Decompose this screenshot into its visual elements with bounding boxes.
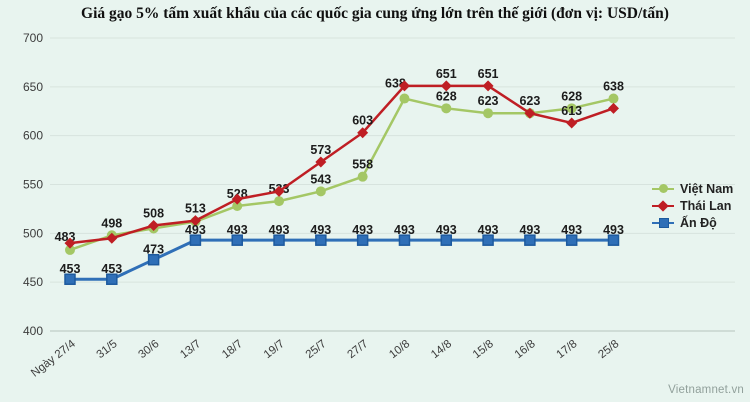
svg-text:623: 623 [519,94,540,108]
svg-text:400: 400 [23,324,43,338]
svg-text:16/8: 16/8 [513,338,538,361]
svg-text:493: 493 [603,223,624,237]
svg-text:25/7: 25/7 [304,338,329,361]
green-circle-marker-icon [652,183,674,194]
red-diamond-marker-icon [652,199,674,212]
svg-text:650: 650 [23,80,43,94]
svg-text:613: 613 [561,104,582,118]
svg-text:628: 628 [561,89,582,103]
svg-text:27/7: 27/7 [345,338,370,361]
svg-text:30/6: 30/6 [136,338,161,361]
blue-square-marker-icon [652,217,674,228]
svg-text:493: 493 [519,223,540,237]
legend-item-viet-nam: Việt Nam [652,181,733,196]
svg-text:493: 493 [269,223,290,237]
series-thái-lan: 508 513 573 603 651 651 623 613 [64,67,619,249]
svg-text:493: 493 [478,223,499,237]
svg-text:493: 493 [561,223,582,237]
svg-text:13/7: 13/7 [178,338,203,361]
svg-text:10/8: 10/8 [387,338,412,361]
legend-label-viet-nam: Việt Nam [680,181,734,196]
svg-text:508: 508 [143,207,164,221]
svg-text:15/8: 15/8 [471,338,496,361]
svg-text:493: 493 [436,223,457,237]
x-axis-labels: Ngày 27/4 31/5 30/6 13/7 18/7 19/7 25/7 27/7 10/… [29,338,621,380]
svg-text:493: 493 [352,223,373,237]
svg-text:623: 623 [478,94,499,108]
svg-text:543: 543 [310,172,331,186]
svg-text:14/8: 14/8 [429,338,454,361]
svg-text:651: 651 [436,67,457,81]
svg-text:17/8: 17/8 [555,338,580,361]
legend-label-thai-lan: Thái Lan [680,198,732,213]
svg-text:513: 513 [185,202,206,216]
svg-text:600: 600 [23,129,43,143]
svg-text:628: 628 [436,89,457,103]
legend-label-an-do: Ấn Độ [680,215,717,230]
svg-text:558: 558 [352,158,373,172]
svg-text:500: 500 [23,226,43,240]
svg-text:700: 700 [23,31,43,45]
svg-text:473: 473 [143,243,164,257]
svg-text:493: 493 [227,223,248,237]
svg-text:25/8: 25/8 [596,338,621,361]
series-ấn-độ: 453 453 473 493 493 493 493 493 493 493 493 493 493 4… [60,223,624,285]
svg-text:493: 493 [310,223,331,237]
chart-title: Giá gạo 5% tấm xuất khẩu của các quốc gi… [81,5,669,22]
chart-legend: Việt Nam Thái Lan Ấn Độ [652,181,733,230]
svg-text:18/7: 18/7 [220,338,245,361]
svg-text:453: 453 [101,262,122,276]
svg-text:638: 638 [603,80,624,94]
svg-text:453: 453 [60,262,81,276]
svg-text:450: 450 [23,275,43,289]
svg-text:493: 493 [185,223,206,237]
svg-text:Ngày 27/4: Ngày 27/4 [29,338,78,380]
legend-item-thai-lan: Thái Lan [652,198,733,213]
svg-text:19/7: 19/7 [262,338,287,361]
svg-text:498: 498 [101,216,122,230]
legend-item-an-do: Ấn Độ [652,215,733,230]
svg-text:493: 493 [394,223,415,237]
svg-text:651: 651 [478,67,499,81]
watermark: Vietnamnet.vn [668,384,744,396]
svg-text:31/5: 31/5 [95,338,120,361]
gridlines-and-axes: 700 650 600 550 500 450 400 [23,31,735,338]
svg-text:603: 603 [352,114,373,128]
svg-text:550: 550 [23,178,43,192]
svg-text:573: 573 [310,143,331,157]
